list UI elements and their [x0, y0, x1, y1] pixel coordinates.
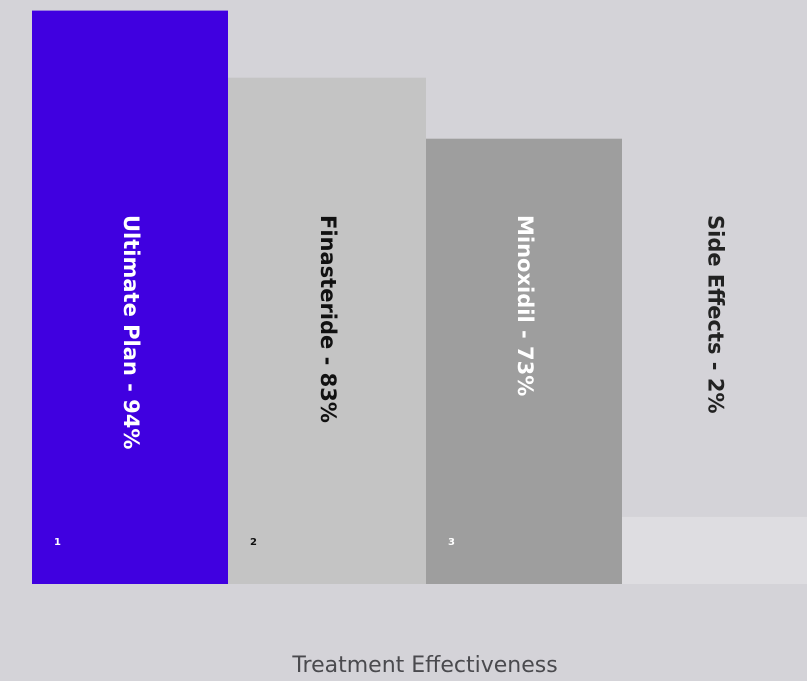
bar-index-2: 2 [250, 537, 257, 548]
bars-layer: Ultimate Plan - 94% 1 Finasteride - 83% 2 Mi… [32, 10, 807, 585]
bar-index-1: 1 [54, 537, 61, 548]
bar-label-3: Minoxidil - 73% [513, 215, 537, 396]
bar-3 [426, 138, 622, 584]
bar-2 [228, 77, 426, 584]
bar-label-1: Ultimate Plan - 94% [119, 215, 143, 449]
bar-label-2: Finasteride - 83% [316, 215, 340, 423]
bar-4 [622, 516, 807, 584]
bar-label-4: Side Effects - 2% [704, 215, 728, 414]
bar-1 [32, 10, 228, 585]
x-axis-title: Treatment Effectiveness [291, 653, 557, 678]
bar-index-3: 3 [448, 537, 455, 548]
